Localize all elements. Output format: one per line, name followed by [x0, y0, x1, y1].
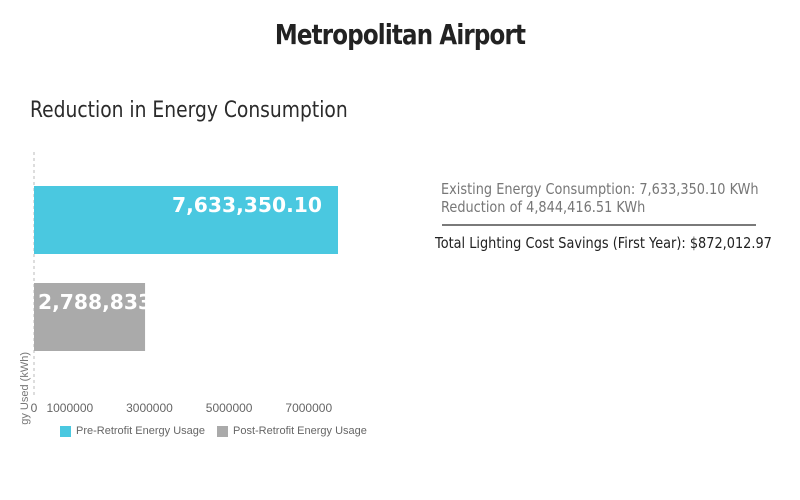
legend-swatch-post	[217, 425, 228, 437]
page-title: Metropolitan Airport	[274, 18, 526, 51]
summary-panel: Existing Energy Consumption: 7,633,350.1…	[430, 180, 780, 252]
x-tick-label: 0	[31, 401, 38, 415]
x-tick-label: 1000000	[46, 401, 93, 415]
bar-pre-retrofit[interactable]	[34, 186, 338, 254]
legend-item-pre[interactable]: Pre-Retrofit Energy Usage	[60, 425, 205, 437]
bar-value-label-post-retrofit: 2,788,833.59	[38, 290, 188, 314]
x-tick-label: 5000000	[206, 401, 253, 415]
bar-post-retrofit[interactable]	[34, 283, 146, 351]
legend-item-post[interactable]: Post-Retrofit Energy Usage	[217, 425, 367, 437]
x-tick-label: 3000000	[126, 401, 173, 415]
legend-label-pre: Pre-Retrofit Energy Usage	[76, 425, 205, 437]
bar-value-label-pre-retrofit: 7,633,350.10	[172, 193, 322, 217]
y-axis-label: Energy Used (kWh)	[19, 352, 31, 425]
total-savings-text: Total Lighting Cost Savings (First Year)…	[435, 234, 772, 252]
legend: Pre-Retrofit Energy Usage Post-Retrofit …	[60, 425, 367, 437]
legend-label-post: Post-Retrofit Energy Usage	[233, 425, 367, 437]
existing-consumption-text: Existing Energy Consumption: 7,633,350.1…	[441, 180, 759, 198]
chart-title: Reduction in Energy Consumption	[30, 98, 348, 123]
bar-chart: Energy Used (kWh) 7,633,350.10 2,788,833.…	[19, 152, 338, 425]
legend-swatch-pre	[60, 425, 71, 437]
summary-divider	[442, 224, 756, 226]
reduction-text: Reduction of 4,844,416.51 KWh	[441, 198, 646, 216]
x-tick-label: 7000000	[285, 401, 332, 415]
